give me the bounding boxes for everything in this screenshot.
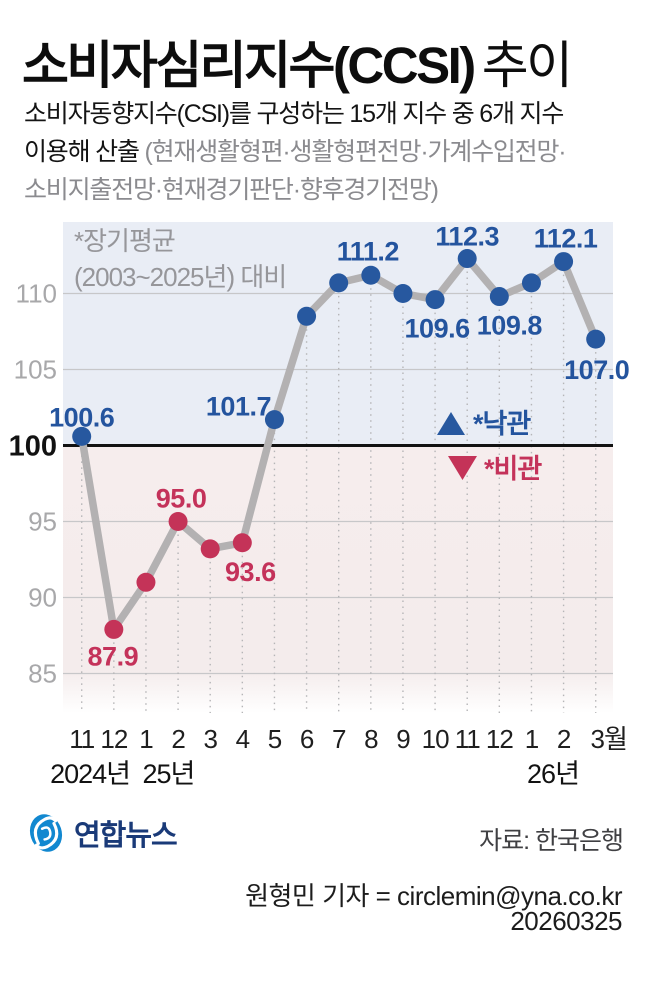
x-tick-label: 5 bbox=[268, 724, 282, 754]
data-point bbox=[200, 539, 220, 559]
yonhap-logo-text: 연합뉴스 bbox=[74, 820, 178, 852]
x-tick-label: 6 bbox=[300, 724, 314, 754]
x-tick-label: 12 bbox=[100, 724, 127, 754]
value-label: 109.8 bbox=[477, 311, 543, 341]
subtitle-line-2-gray: (현재생활형편·생활형편전망·가계수입전망· bbox=[144, 138, 567, 166]
long-term-average-note: *장기평균 bbox=[74, 226, 175, 256]
data-point bbox=[393, 284, 413, 303]
x-tick-label: 3월 bbox=[591, 724, 627, 754]
page-title: 소비자심리지수(CCSI) 추이 bbox=[22, 24, 573, 98]
yonhap-logo: 연합뉴스 bbox=[26, 810, 178, 856]
x-tick-label: 11 bbox=[69, 724, 95, 754]
value-label: 111.2 bbox=[337, 236, 399, 266]
x-tick-label: 9 bbox=[396, 724, 410, 754]
data-point bbox=[521, 273, 541, 293]
data-point bbox=[297, 306, 317, 326]
value-label: 87.9 bbox=[88, 641, 139, 671]
x-tick-label: 12 bbox=[486, 724, 513, 754]
value-label: 93.6 bbox=[225, 557, 276, 587]
x-tick-label: 2 bbox=[171, 724, 185, 754]
data-point bbox=[361, 265, 381, 285]
x-tick-label: 1 bbox=[525, 724, 539, 754]
long-term-average-note: (2003~2025년) 대비 bbox=[74, 262, 286, 292]
y-tick-label: 105 bbox=[14, 355, 57, 385]
subtitle-line-1: 소비자동향지수(CSI)를 구성하는 15개 지수 중 6개 지수 bbox=[24, 100, 564, 128]
publish-date: 20260325 bbox=[510, 906, 622, 936]
data-point bbox=[457, 249, 477, 269]
y-tick-label: 110 bbox=[16, 279, 57, 309]
x-tick-label: 7 bbox=[332, 724, 346, 754]
x-tick-label: 4 bbox=[236, 724, 250, 754]
data-point bbox=[168, 512, 188, 531]
x-tick-label: 10 bbox=[422, 724, 449, 754]
data-point bbox=[554, 252, 574, 272]
year-label: 2024년 bbox=[50, 759, 130, 789]
value-label: 101.7 bbox=[206, 392, 271, 422]
x-tick-label: 8 bbox=[364, 724, 378, 754]
value-label: 107.0 bbox=[564, 355, 629, 385]
data-point bbox=[264, 410, 284, 430]
data-source: 자료: 한국은행 bbox=[479, 827, 624, 855]
legend-optimism: *낙관 bbox=[473, 409, 531, 439]
x-tick-label: 1 bbox=[139, 724, 153, 754]
value-label: 109.6 bbox=[405, 314, 471, 344]
reporter-credit: 원형민 기자 = circlemin@yna.co.kr bbox=[245, 881, 622, 911]
x-tick-label: 3 bbox=[203, 724, 217, 754]
down-triangle-icon bbox=[448, 456, 477, 480]
year-label: 25년 bbox=[143, 759, 195, 789]
subtitle-line-2-black: 이용해 산출 bbox=[24, 138, 145, 166]
subtitle-line-2: 이용해 산출 (현재생활형편·생활형편전망·가계수입전망· bbox=[24, 133, 567, 171]
y-tick-label: 100 bbox=[9, 431, 57, 463]
data-point bbox=[72, 426, 92, 446]
value-label: 112.1 bbox=[534, 224, 598, 254]
value-label: 112.3 bbox=[435, 222, 499, 252]
y-tick-label: 90 bbox=[28, 583, 57, 613]
year-label: 26년 bbox=[527, 759, 579, 789]
subtitle-line-3: 소비지출전망·현재경기판단·향후경기전망) bbox=[24, 176, 439, 204]
optimism-zone bbox=[63, 222, 613, 446]
data-point bbox=[232, 533, 252, 553]
page-title-suffix: 추이 bbox=[481, 37, 573, 94]
data-point bbox=[329, 273, 349, 293]
data-point bbox=[489, 287, 509, 307]
page-title-main: 소비자심리지수(CCSI) bbox=[22, 37, 476, 94]
value-label: 100.6 bbox=[49, 402, 115, 432]
yonhap-logo-icon bbox=[29, 814, 63, 852]
y-tick-label: 95 bbox=[28, 507, 57, 537]
chart-description: 소비자동향지수(CSI)를 구성하는 15개 지수 중 6개 지수 이용해 산출… bbox=[24, 95, 567, 209]
value-label: 95.0 bbox=[156, 484, 207, 514]
data-point bbox=[104, 619, 124, 639]
up-triangle-icon bbox=[437, 412, 465, 435]
x-tick-label: 2 bbox=[557, 724, 571, 754]
legend-pessimism: *비관 bbox=[484, 454, 542, 484]
data-point bbox=[425, 290, 445, 310]
data-point bbox=[136, 572, 156, 592]
y-tick-label: 85 bbox=[28, 659, 57, 689]
data-point bbox=[586, 329, 606, 349]
x-tick-label: 11 bbox=[455, 724, 481, 754]
